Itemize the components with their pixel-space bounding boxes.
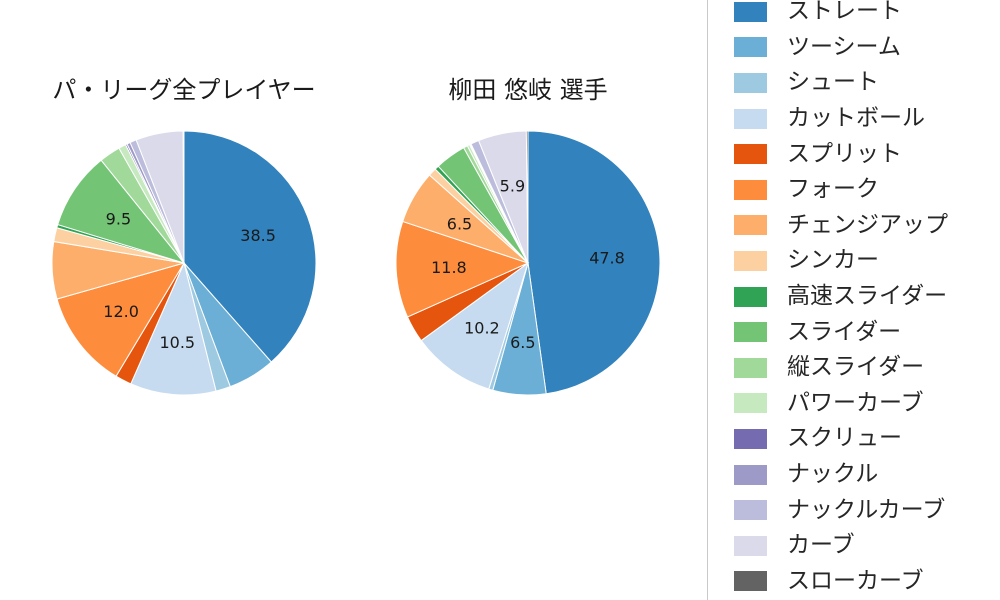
legend-item-label: チェンジアップ	[787, 211, 948, 238]
legend-item-label: パワーカーブ	[787, 389, 924, 416]
legend-color-swatch	[734, 72, 767, 93]
legend-item-label: ツーシーム	[787, 33, 901, 60]
pie-1-slice-16	[525, 130, 529, 264]
legend-item-0: ストレート	[708, 0, 1000, 30]
legend-color-swatch	[734, 571, 767, 592]
pie-1-slice-5	[395, 220, 530, 318]
legend-color-swatch	[734, 393, 767, 414]
pie-0-slice-16	[182, 130, 185, 264]
legend-item-9: スライダー	[708, 314, 1000, 350]
legend-item-12: スクリュー	[708, 421, 1000, 457]
legend-item-5: フォーク	[708, 172, 1000, 208]
legend-item-label: ストレート	[787, 0, 902, 25]
legend-color-swatch	[734, 535, 767, 556]
legend-color-swatch	[734, 108, 767, 129]
legend-color-swatch	[734, 464, 767, 485]
legend-color-swatch	[734, 250, 767, 271]
pie-0-value-label-3: 10.5	[159, 333, 195, 352]
legend-color-swatch	[734, 357, 767, 378]
pie-1-slice-3	[420, 261, 529, 390]
legend-item-3: カットボール	[708, 101, 1000, 137]
pie-0-slice-9	[57, 159, 186, 264]
legend-color-swatch	[734, 500, 767, 521]
pie-1-value-label-5: 11.8	[431, 258, 467, 277]
pie-0-value-label-5: 12.0	[103, 302, 139, 321]
legend-color-swatch	[734, 322, 767, 343]
legend-color-swatch	[734, 179, 767, 200]
legend-item-14: ナックルカーブ	[708, 492, 1000, 528]
legend-item-label: ナックルカーブ	[787, 496, 946, 523]
pie-0-value-label-9: 9.5	[106, 210, 131, 229]
legend-item-7: シンカー	[708, 243, 1000, 279]
pie-0-slice-0	[183, 130, 317, 363]
legend-color-swatch	[734, 215, 767, 236]
legend-item-label: 高速スライダー	[787, 283, 948, 310]
legend-item-2: シュート	[708, 65, 1000, 101]
legend-item-label: スライダー	[787, 318, 902, 345]
pitch-type-legend: ストレートツーシームシュートカットボール スプリットフォークチェンジアップ シンカー…	[708, 0, 1000, 600]
legend-color-swatch	[734, 286, 767, 307]
legend-color-swatch	[734, 428, 767, 449]
pie-1-slice-0	[527, 130, 661, 395]
legend-item-label: ナックル	[787, 461, 879, 488]
legend-item-label: スプリット	[787, 140, 902, 167]
legend-item-4: スプリット	[708, 136, 1000, 172]
pie-1-value-label-3: 10.2	[464, 318, 500, 337]
legend-item-label: スローカーブ	[787, 567, 924, 594]
legend-item-label: 縦スライダー	[787, 354, 925, 381]
pie-1-value-label-6: 6.5	[447, 214, 472, 233]
legend-color-swatch	[734, 37, 767, 58]
pie-0-slice-3	[130, 261, 217, 396]
legend-item-label: カットボール	[787, 105, 925, 132]
right-pie-title: 柳田 悠岐 選手	[448, 76, 608, 104]
legend-color-swatch	[734, 1, 767, 22]
pie-0-value-label-0: 38.5	[240, 226, 276, 245]
legend-item-13: ナックル	[708, 457, 1000, 493]
legend-item-label: スクリュー	[787, 425, 902, 452]
legend-item-label: フォーク	[787, 176, 879, 203]
legend-item-11: パワーカーブ	[708, 386, 1000, 422]
legend-divider	[707, 0, 708, 600]
legend-item-8: 高速スライダー	[708, 279, 1000, 315]
pie-1-value-label-0: 47.8	[589, 249, 625, 268]
legend-item-label: シンカー	[787, 247, 879, 274]
legend-item-6: チェンジアップ	[708, 208, 1000, 244]
pie-1-value-label-15: 5.9	[500, 176, 525, 195]
legend-item-10: 縦スライダー	[708, 350, 1000, 386]
legend-color-swatch	[734, 144, 767, 165]
legend-item-label: シュート	[787, 69, 879, 96]
legend-item-16: スローカーブ	[708, 564, 1000, 600]
legend-item-15: カーブ	[708, 528, 1000, 564]
pie-0-slice-5	[56, 262, 186, 377]
left-pie-title: パ・リーグ全プレイヤー	[52, 76, 316, 104]
pie-1-value-label-1: 6.5	[510, 333, 535, 352]
legend-item-1: ツーシーム	[708, 30, 1000, 66]
legend-item-label: カーブ	[787, 532, 855, 559]
